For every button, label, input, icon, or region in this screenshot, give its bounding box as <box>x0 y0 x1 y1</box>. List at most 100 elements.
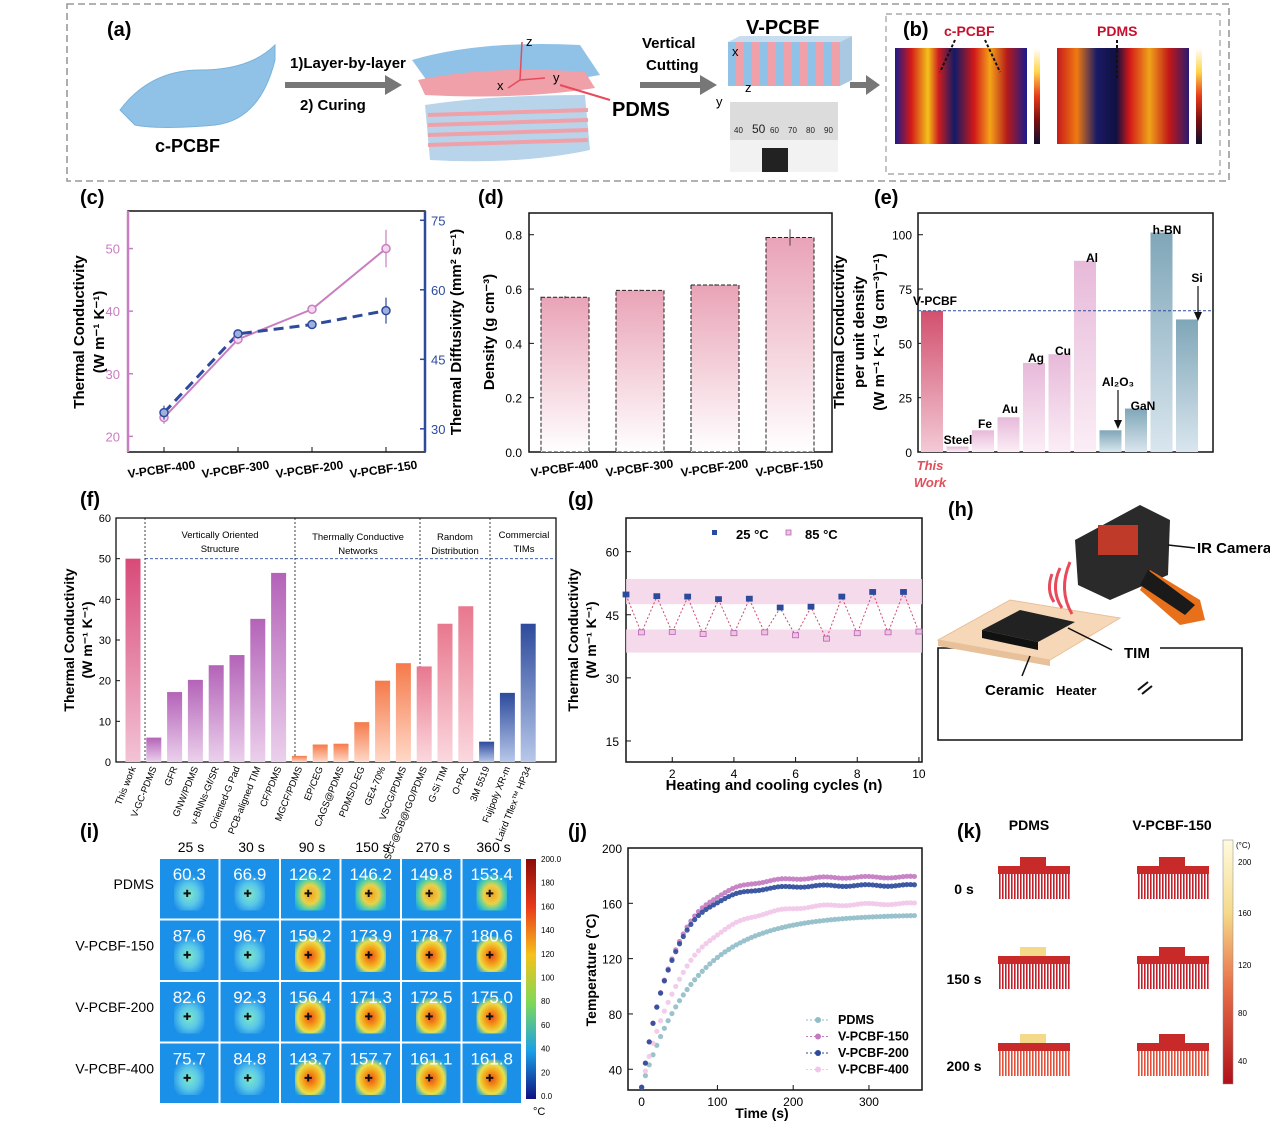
crosshair-icon: ✚ <box>486 951 494 962</box>
temperature-point <box>707 961 713 967</box>
crosshair-icon: ✚ <box>486 1074 494 1085</box>
temperature-point <box>892 901 899 907</box>
ruler-tick-label: 60 <box>770 126 779 135</box>
crosshair-icon: ✚ <box>365 1074 373 1085</box>
temperature-point <box>722 926 728 932</box>
xtick-label-j: 0 <box>638 1095 645 1109</box>
temperature-point <box>896 882 902 888</box>
ytick-label-f: 60 <box>99 513 111 525</box>
ylabel-right-c: Thermal Diffusivity (mm² s⁻¹) <box>448 229 465 435</box>
col-label-k: PDMS <box>1009 817 1049 833</box>
vpcbf-stripe <box>760 42 768 86</box>
temperature-point <box>661 1008 667 1014</box>
temperature-point <box>862 914 868 920</box>
ir-temperature-reading: 143.7 <box>289 1050 332 1069</box>
temperature-point <box>847 902 853 908</box>
temperature-point <box>669 991 675 997</box>
heatsink-fin <box>1047 1051 1049 1076</box>
heatsink-fin <box>1198 1051 1200 1076</box>
temperature-point <box>695 948 702 954</box>
point-85c <box>668 629 676 635</box>
temperature-point <box>908 913 914 919</box>
heatsink-fin <box>1035 964 1037 989</box>
heatsink-fin <box>1068 964 1070 989</box>
bar-unit-density <box>972 430 994 452</box>
temperature-point <box>798 905 804 912</box>
bar-label-e: Al₂O₃ <box>1102 375 1134 389</box>
xtick-label-g: 4 <box>731 767 738 781</box>
heatsink-fin <box>1168 964 1170 989</box>
ylabel-f: Thermal Conductivity <box>61 568 77 711</box>
colorbar-tick-k: 80 <box>1238 1009 1247 1018</box>
temperature-point <box>703 964 709 971</box>
panel-g: (g) 15 30 45 60 2 4 6 8 10 25 °C 85 °C Heating and c… <box>565 489 926 794</box>
axis-x2-label: x <box>732 44 739 59</box>
heatsink-fin <box>1156 1051 1158 1076</box>
heatsink-fin <box>1195 964 1197 989</box>
heatsink-fin <box>1144 874 1146 899</box>
temperature-point <box>657 1018 664 1024</box>
temperature-point <box>877 913 883 920</box>
temperature-point <box>745 888 751 894</box>
ytick-label-f: 0 <box>105 757 111 769</box>
bar-comparison <box>416 666 432 762</box>
bar-comparison <box>291 755 307 762</box>
xtick-label-f: O-PAC <box>450 765 471 796</box>
temperature-point <box>858 882 864 888</box>
temperature-point <box>854 901 861 907</box>
group-label-f: Structure <box>201 544 240 555</box>
temperature-point <box>661 1025 667 1031</box>
heatsink-tim <box>1159 857 1185 867</box>
ytick-label-f: 40 <box>99 594 111 606</box>
temperature-point <box>726 924 732 930</box>
heatsink-fin <box>1165 1051 1167 1076</box>
heatsink-fin <box>1180 874 1182 899</box>
ir-temperature-reading: 159.2 <box>289 927 332 946</box>
ruler-tick-label: 40 <box>734 126 743 135</box>
heatsink-fin <box>1023 1051 1025 1076</box>
ylabel1-e: Thermal Conductivity <box>831 255 848 409</box>
point-85c <box>915 628 923 635</box>
heatsink-fin <box>1138 1051 1140 1076</box>
bar-comparison <box>479 741 495 762</box>
heatsink-fin <box>1014 874 1016 899</box>
heatsink-fin <box>1008 964 1010 989</box>
bar-label-e: Ag <box>1028 351 1044 365</box>
temperature-point <box>843 915 849 922</box>
ytick-label-j: 160 <box>602 897 622 911</box>
temperature-point <box>854 874 861 880</box>
temperature-point <box>847 915 853 921</box>
bar-unit-density <box>921 310 943 452</box>
row-label-i: PDMS <box>114 876 154 892</box>
ylabel-d: Density (g cm⁻³) <box>481 274 498 390</box>
heatsink-tim <box>1020 1034 1046 1044</box>
heatsink-fin <box>1189 964 1191 989</box>
heatsink-fin <box>1147 874 1149 899</box>
ytick-label-left-c: 20 <box>106 429 120 444</box>
ir-temperature-reading: 156.4 <box>289 988 332 1007</box>
heatsink-fin <box>1195 1051 1197 1076</box>
heatsink-fin <box>1020 874 1022 899</box>
heatsink-fin <box>1053 874 1055 899</box>
ytick-label-g: 60 <box>606 546 620 560</box>
ir-temperature-reading: 87.6 <box>173 927 206 946</box>
crosshair-icon: ✚ <box>486 889 494 900</box>
group-label-f: TIMs <box>513 544 534 555</box>
point-25c <box>838 593 846 600</box>
temperature-point <box>900 900 906 906</box>
heatsink-fin <box>1171 964 1173 989</box>
temperature-point <box>786 906 792 912</box>
temperature-point <box>820 874 827 880</box>
temperature-point <box>711 902 717 908</box>
point-diffusivity <box>307 319 317 330</box>
ir-cell-hotspot <box>174 998 205 1034</box>
heatsink-fin <box>1041 874 1043 899</box>
temperature-point <box>680 933 686 940</box>
temperature-point <box>699 944 705 950</box>
panel-label-k: (k) <box>957 821 981 843</box>
temperature-point <box>703 941 709 947</box>
bar-label-e: V-PCBF <box>913 294 957 308</box>
row-label-i: V-PCBF-400 <box>75 1061 154 1077</box>
heatsink-fin <box>1201 1051 1203 1076</box>
temperature-point <box>813 883 819 889</box>
